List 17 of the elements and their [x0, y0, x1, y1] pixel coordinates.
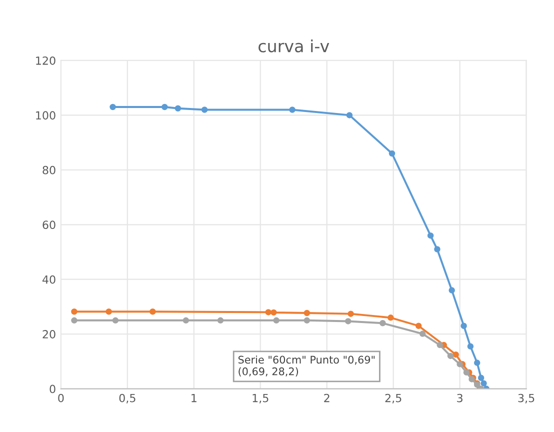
y-tick-label: 0 [50, 384, 56, 394]
chart-title: curva i-v [258, 39, 330, 52]
x-tick-label: 3 [457, 394, 462, 402]
x-tick-label: 0 [58, 394, 64, 402]
y-tick-label: 40 [42, 275, 56, 284]
x-tick-label: 1 [192, 394, 196, 402]
x-tick-label: 1,5 [252, 394, 268, 404]
y-tick-label: 60 [42, 220, 56, 230]
y-tick-label: 120 [36, 56, 56, 65]
x-tick-label: 2 [324, 394, 330, 402]
y-tick-label: 80 [42, 166, 56, 174]
x-tick-label: 3,5 [518, 394, 534, 404]
y-tick-label: 20 [42, 330, 56, 338]
x-tick-label: 0,5 [119, 394, 136, 404]
y-tick-label: 100 [36, 111, 56, 120]
annotation: Serie "60cm" Punto "0,69" (0,69, 28,2) [238, 356, 375, 377]
x-tick-label: 2,5 [385, 394, 402, 404]
